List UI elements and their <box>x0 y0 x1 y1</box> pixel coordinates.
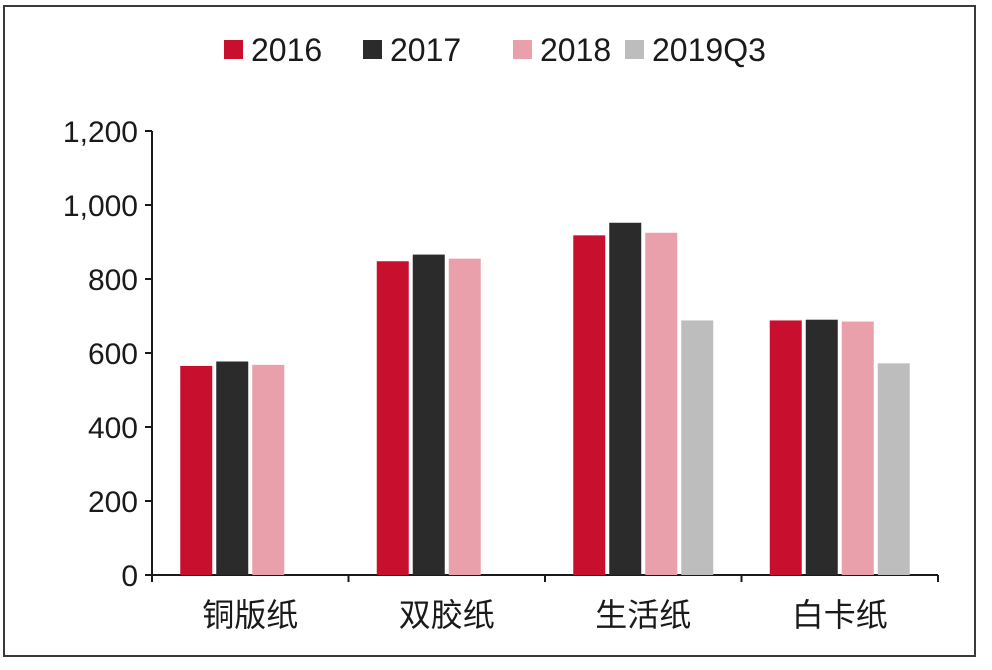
bar-2017-2 <box>609 222 642 575</box>
legend-swatch-2016 <box>224 40 243 59</box>
y-tick-label: 400 <box>88 412 138 445</box>
legend-label: 2017 <box>390 32 461 68</box>
legend-label: 2019Q3 <box>652 32 766 68</box>
bar-2019Q3-3 <box>877 363 910 575</box>
x-category-label: 白卡纸 <box>792 596 888 634</box>
bar-2016-0 <box>180 365 213 575</box>
x-category-label: 双胶纸 <box>399 596 495 634</box>
legend-swatch-2019Q3 <box>625 40 644 59</box>
bar-2016-3 <box>769 320 802 575</box>
bar-2018-2 <box>645 232 678 575</box>
legend: 2016 2017 2018 2019Q3 <box>224 32 766 68</box>
bars <box>180 222 910 575</box>
y-tick-label: 600 <box>88 338 138 371</box>
y-tick-label: 1,000 <box>63 190 138 223</box>
x-axis: 铜版纸 双胶纸 生活纸 白卡纸 <box>151 574 939 634</box>
bar-2017-0 <box>216 361 249 575</box>
bar-2016-1 <box>376 261 409 575</box>
legend-swatch-2017 <box>363 40 382 59</box>
legend-label: 2016 <box>251 32 322 68</box>
bar-2018-1 <box>448 258 481 575</box>
bar-2016-2 <box>573 235 606 575</box>
bar-2018-0 <box>252 364 285 575</box>
bar-2018-3 <box>841 321 874 575</box>
x-category-label: 铜版纸 <box>202 596 298 634</box>
y-tick-label: 1,200 <box>63 116 138 149</box>
y-tick-label: 800 <box>88 264 138 297</box>
bar-2019Q3-2 <box>681 320 714 575</box>
x-category-label: 生活纸 <box>595 596 691 634</box>
y-axis: 0 200 400 600 800 1,000 1,200 <box>63 116 153 593</box>
bar-2017-3 <box>805 319 838 575</box>
legend-swatch-2018 <box>513 40 532 59</box>
legend-label: 2018 <box>540 32 611 68</box>
bar-2017-1 <box>412 254 445 575</box>
y-tick-label: 0 <box>121 560 138 593</box>
y-tick-label: 200 <box>88 486 138 519</box>
